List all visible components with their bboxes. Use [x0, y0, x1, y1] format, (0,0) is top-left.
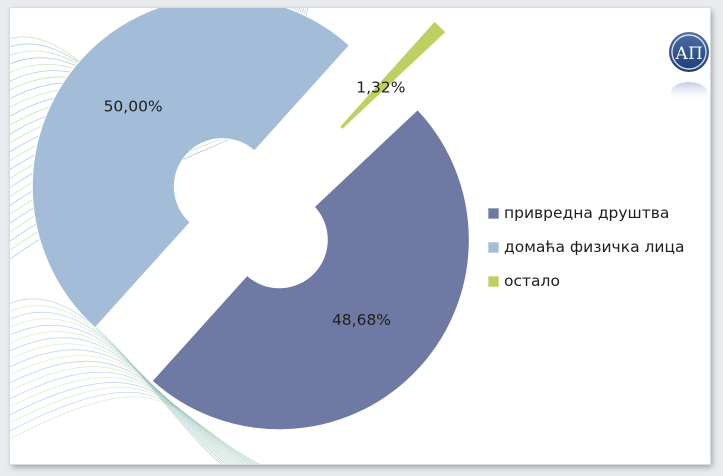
slice-ostalo: [338, 20, 447, 131]
decor-line: [10, 387, 257, 464]
decor-line: [10, 343, 239, 464]
legend-label: остало: [504, 272, 560, 290]
legend-item-privredna-drustva: привредна друштва: [488, 196, 685, 230]
pie-data-labels: 48,68% 50,00% 1,32%: [104, 78, 406, 329]
decor-line: [10, 377, 252, 464]
data-label-1: 50,00%: [104, 97, 163, 115]
decor-line: [10, 366, 248, 464]
legend-swatch: [488, 207, 499, 219]
slice-domaca-fizicka-lica: [31, 8, 351, 329]
legend-item-ostalo: остало: [488, 264, 685, 298]
pie-chart: 48,68% 50,00% 1,32%: [10, 8, 470, 464]
decor-line: [10, 382, 254, 464]
legend-swatch: [488, 241, 499, 253]
chart-legend: привредна друштва домаћа физичка лица ос…: [488, 196, 685, 298]
legend-item-domaca-fizicka-lica: домаћа физичка лица: [488, 230, 685, 264]
legend-label: привредна друштва: [504, 204, 670, 222]
slice-privredna-drustva: [151, 108, 470, 431]
decor-line: [10, 391, 259, 464]
decor-line: [10, 396, 261, 464]
decor-line: [10, 331, 234, 464]
slide-frame: 48,68% 50,00% 1,32% привредна друштва дома…: [10, 8, 710, 464]
decor-line: [10, 360, 246, 464]
pie-slices: [31, 8, 470, 431]
svg-text:АП: АП: [675, 44, 703, 64]
company-logo: АП: [669, 32, 709, 102]
decor-line: [10, 349, 241, 464]
decor-line: [10, 355, 243, 464]
legend-swatch: [488, 275, 499, 287]
decor-line: [10, 371, 250, 464]
data-label-2: 1,32%: [356, 78, 405, 96]
decor-line: [10, 337, 236, 464]
data-label-0: 48,68%: [332, 311, 391, 329]
legend-label: домаћа физичка лица: [504, 238, 685, 256]
